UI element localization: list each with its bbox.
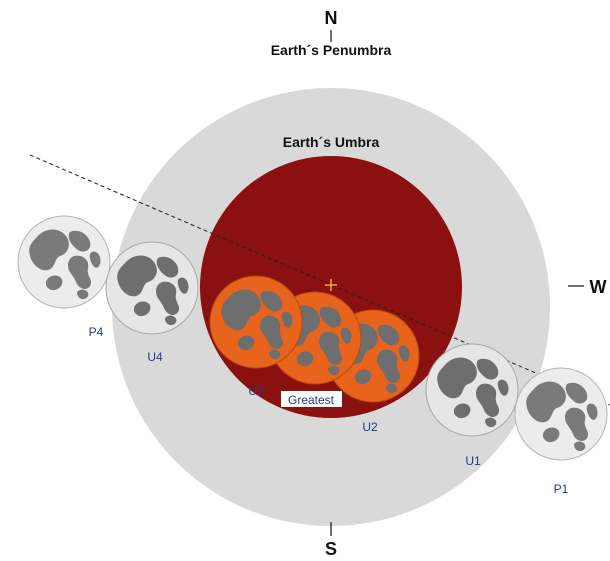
- moon-p4: [17, 215, 111, 309]
- umbra-label: Earth´s Umbra: [283, 134, 380, 150]
- label-u2: U2: [362, 420, 378, 434]
- label-p4: P4: [89, 325, 104, 339]
- moon-u3: [209, 275, 303, 369]
- moon-path-line: [29, 154, 610, 406]
- umbra-center-marker: [325, 279, 337, 291]
- label-u1: U1: [465, 454, 481, 468]
- moon-u1: [425, 343, 519, 437]
- penumbra-label: Earth´s Penumbra: [271, 42, 392, 58]
- greatest-label-bg: [281, 391, 342, 407]
- north-label: N: [325, 8, 338, 28]
- label-u3: U3: [248, 384, 264, 398]
- label-greatest: Greatest: [288, 393, 335, 407]
- moon-p1: [514, 367, 608, 461]
- west-label: W: [590, 277, 607, 297]
- moon-u4: [105, 241, 199, 335]
- label-p1: P1: [554, 482, 569, 496]
- label-u4: U4: [147, 350, 163, 364]
- south-label: S: [325, 539, 337, 559]
